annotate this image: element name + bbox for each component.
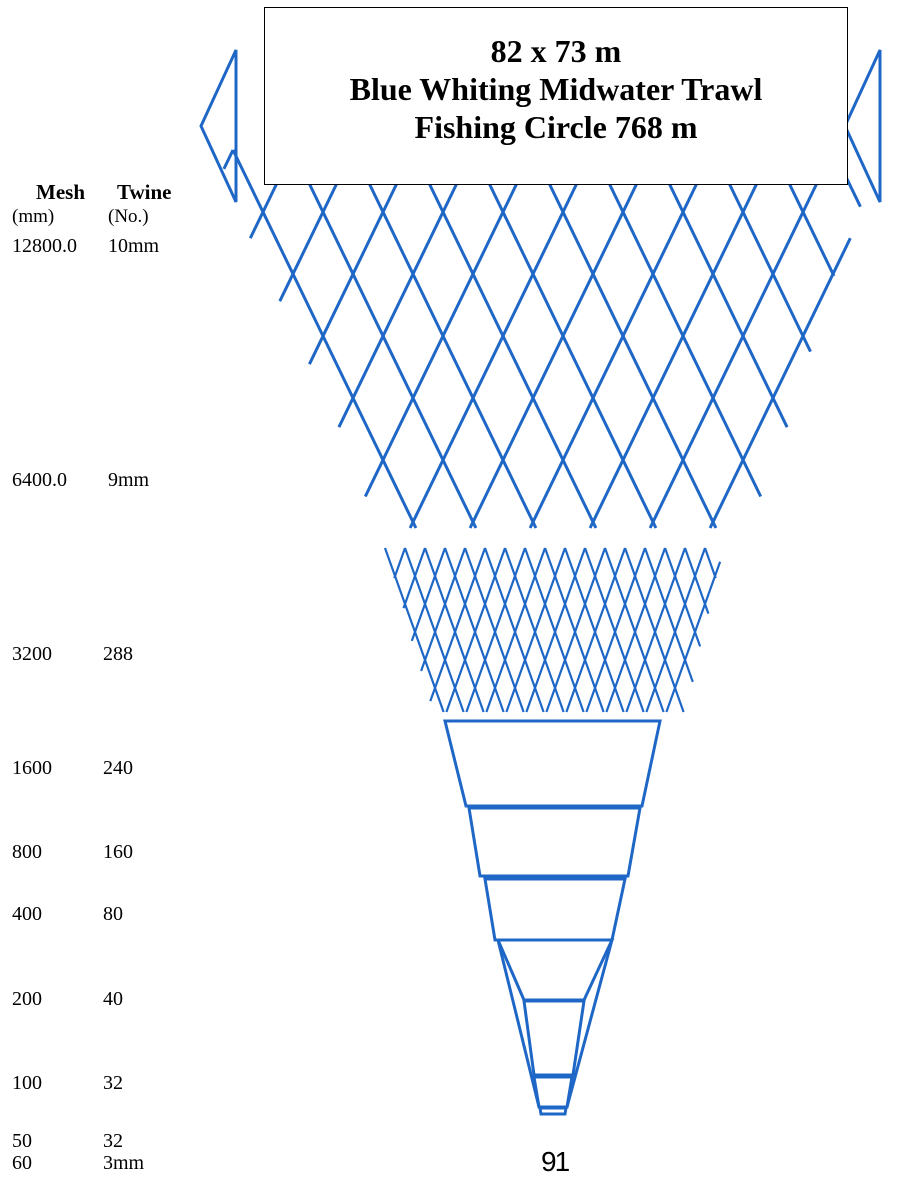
mesh-line [585,547,647,713]
twine-size-label: 80 [103,903,123,925]
net-panel [467,806,642,878]
twine-unit: (No.) [108,206,149,227]
mesh-size-label: 60 [12,1152,32,1174]
mesh-line [545,547,607,713]
twine-size-label: 160 [103,841,133,863]
twine-size-label: 288 [103,643,133,665]
twine-size-label: 10mm [108,235,160,257]
mesh-size-label: 50 [12,1130,32,1152]
mesh-size-label: 100 [12,1072,42,1094]
wing-diamond [843,49,882,203]
mesh-size-label: 6400.0 [12,469,67,491]
mesh-line [496,939,541,1108]
mesh-line [643,547,694,683]
mesh-line [665,561,722,713]
mesh-line [528,149,715,529]
net-panel [443,719,662,808]
mesh-line [402,547,427,609]
mesh-line [505,547,567,713]
mesh-line [565,547,627,713]
mesh-line [337,149,475,428]
twine-header: Twine [117,180,172,204]
mesh-line [485,547,547,713]
title-line-2: Blue Whiting Midwater Trawl [349,71,763,107]
net-panel [495,938,615,1002]
mesh-line [408,149,595,529]
twine-size-label: 32 [103,1130,123,1152]
net-mesh-lines [199,49,882,713]
net-panels [443,719,662,1116]
mesh-line [625,547,687,713]
mesh-line [393,547,407,579]
mesh-unit: (mm) [12,206,55,227]
wing-diamond [199,49,238,203]
mesh-line [222,149,235,170]
mesh-line [703,547,717,579]
codend-ring [538,1106,568,1116]
mesh-line [591,149,763,498]
mesh-line [468,149,655,529]
mesh-line [429,547,487,702]
mesh-line [565,939,614,1108]
title-box: 82 x 73 m Blue Whiting Midwater Trawl Fi… [264,7,848,185]
mesh-line [588,149,775,529]
twine-size-label: 40 [103,988,123,1010]
mesh-line [420,547,467,672]
twine-size-label: 9mm [108,469,150,491]
codend-label: 91 [541,1146,570,1177]
twine-size-label: 240 [103,757,133,779]
mesh-line [410,547,447,642]
mesh-line [648,149,835,529]
title-line-3: Fishing Circle 768 m [414,109,698,145]
mesh-line [465,547,527,713]
mesh-line [363,149,535,498]
title-line-1: 82 x 73 m [490,33,622,69]
mesh-line [651,149,789,428]
twine-size-label: 32 [103,1072,123,1094]
net-panel [522,999,586,1077]
net-panel [483,877,627,942]
mesh-size-label: 12800.0 [12,235,77,257]
mesh-line [525,547,587,713]
mesh-line [663,547,702,647]
mesh-line [708,237,852,529]
mesh-line [445,547,507,713]
mesh-size-label: 200 [12,988,42,1010]
net-panel [532,1075,574,1109]
mesh-line [308,149,415,365]
mesh-size-label: 1600 [12,757,52,779]
mesh-line [645,547,707,713]
mesh-size-label: 800 [12,841,42,863]
mesh-size-label: 3200 [12,643,52,665]
twine-size-label: 3mm [103,1152,145,1174]
mesh-header: Mesh [36,180,85,204]
mesh-line [605,547,667,713]
mesh-size-label: 400 [12,903,42,925]
